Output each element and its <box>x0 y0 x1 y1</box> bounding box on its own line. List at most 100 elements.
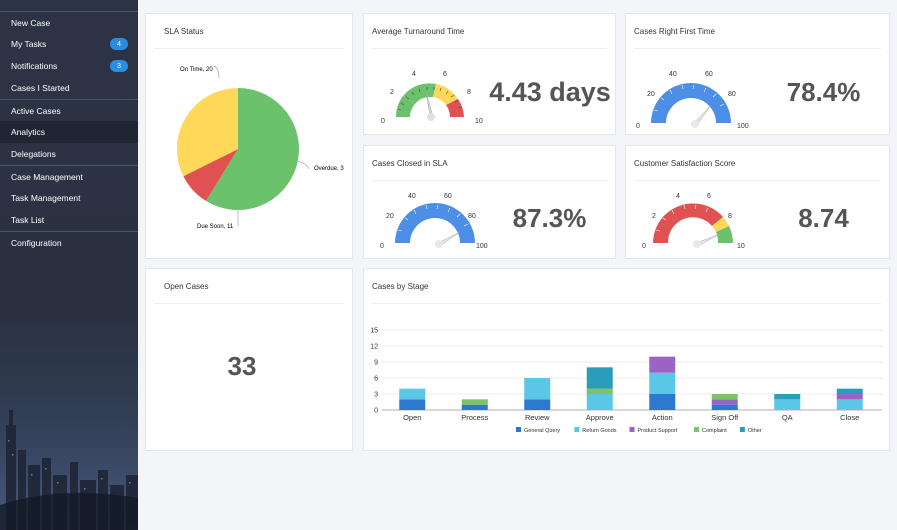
sidebar-item-task-list[interactable]: Task List <box>0 209 138 231</box>
svg-text:6: 6 <box>443 71 447 78</box>
cases-by-stage-card: Cases by Stage 0 3 6 9 12 15 Open Process Review… <box>363 268 890 451</box>
svg-text:60: 60 <box>444 193 452 200</box>
sidebar-item-label: Task Management <box>11 193 81 203</box>
sla-pie-chart: On Time, 20 Overdue, 3 Due Soon, 11 <box>177 65 344 230</box>
right-first-time-value: 78.4% <box>786 77 861 107</box>
svg-text:2: 2 <box>652 213 656 220</box>
x-tick-label: Open <box>403 413 421 422</box>
svg-text:4: 4 <box>676 193 680 200</box>
svg-text:20: 20 <box>386 213 394 220</box>
bar-segment <box>711 394 738 400</box>
sidebar-item-label: New Case <box>11 18 51 28</box>
legend-label: Complaint <box>702 428 727 434</box>
bar-segment <box>836 388 863 394</box>
card-title: Cases Right First Time <box>634 27 715 36</box>
turnaround-gauge: 0 2 4 6 8 10 <box>381 71 483 124</box>
sidebar-item-case-management[interactable]: Case Management <box>0 165 138 187</box>
pie-label-overdue: Overdue, 3 <box>314 166 344 172</box>
sidebar-item-delegations[interactable]: Delegations <box>0 143 138 165</box>
pie-slice-on-time <box>205 88 299 210</box>
bar-segment <box>649 356 676 373</box>
bar-segment <box>774 394 801 400</box>
right-first-time-card: Cases Right First Time 0 20 40 60 80 100… <box>625 13 890 135</box>
sidebar-item-label: Active Cases <box>11 106 61 116</box>
svg-text:80: 80 <box>728 91 736 98</box>
pie-label-on-time: On Time, 20 <box>180 67 213 73</box>
sidebar-item-label: Task List <box>11 215 45 225</box>
bar-segment <box>524 399 551 410</box>
legend-label: Return Goods <box>582 428 616 434</box>
svg-text:40: 40 <box>669 71 677 78</box>
bar-segment <box>649 394 676 410</box>
sidebar-item-analytics[interactable]: Analytics <box>0 121 138 143</box>
x-tick-label: Close <box>840 413 859 422</box>
count-badge: 4 <box>110 38 128 50</box>
sidebar-item-my-tasks[interactable]: My Tasks 4 <box>0 33 138 55</box>
satisfaction-gauge: 0 2 4 6 8 10 <box>642 193 745 250</box>
bar-segment <box>711 404 738 410</box>
y-tick-label: 6 <box>374 376 378 383</box>
divider <box>372 48 607 49</box>
svg-text:8: 8 <box>728 213 732 220</box>
cases-by-stage-chart: 0 3 6 9 12 15 Open Process Review Approve Action Si… <box>370 328 882 434</box>
svg-text:40: 40 <box>408 193 416 200</box>
svg-text:0: 0 <box>380 243 384 250</box>
y-tick-label: 15 <box>370 328 378 335</box>
svg-text:8: 8 <box>467 89 471 96</box>
open-cases-value: 33 <box>227 351 257 381</box>
sidebar-item-label: Cases I Started <box>11 83 70 93</box>
svg-text:100: 100 <box>737 123 749 130</box>
avg-turnaround-card: Average Turnaround Time 0 2 4 6 8 10 4.4… <box>363 13 616 135</box>
svg-text:10: 10 <box>737 243 745 250</box>
x-tick-label: Action <box>652 413 673 422</box>
svg-text:0: 0 <box>642 243 646 250</box>
divider <box>154 48 344 49</box>
card-title: Open Cases <box>164 282 209 291</box>
city-skyline-image <box>0 370 138 530</box>
sidebar-item-notifications[interactable]: Notifications 3 <box>0 55 138 77</box>
sidebar-item-configuration[interactable]: Configuration <box>0 231 138 253</box>
closed-in-sla-value: 87.3% <box>512 203 587 233</box>
sidebar: New Case My Tasks 4 Notifications 3 Cases … <box>0 0 138 530</box>
svg-text:2: 2 <box>390 89 394 96</box>
divider <box>634 48 881 49</box>
y-tick-label: 3 <box>374 392 378 399</box>
right-first-time-gauge: 0 20 40 60 80 100 <box>636 71 749 130</box>
card-title: Cases by Stage <box>372 282 429 291</box>
open-cases-card: Open Cases 33 <box>145 268 353 451</box>
bar-segment <box>461 399 488 405</box>
y-tick-label: 12 <box>370 344 378 351</box>
legend-swatch <box>516 427 521 432</box>
closed-in-sla-gauge: 0 20 40 60 80 100 <box>380 193 488 250</box>
bar-segment <box>399 388 426 400</box>
sidebar-item-label: Configuration <box>11 238 62 248</box>
bar-segment <box>774 399 801 410</box>
bar-segment <box>461 404 488 410</box>
x-tick-label: Sign Off <box>711 413 739 422</box>
bar-segment <box>711 399 738 405</box>
x-tick-label: Review <box>525 413 550 422</box>
sidebar-item-active-cases[interactable]: Active Cases <box>0 99 138 121</box>
legend-label: Product Support <box>638 428 678 434</box>
sidebar-item-cases-i-started[interactable]: Cases I Started <box>0 77 138 99</box>
svg-text:60: 60 <box>705 71 713 78</box>
sla-status-card: SLA Status On Time, 20 Overdue, 3 Due So… <box>145 13 353 259</box>
svg-text:0: 0 <box>636 123 640 130</box>
customer-satisfaction-card: Customer Satisfaction Score 0 2 4 6 8 10… <box>625 145 890 259</box>
sidebar-item-label: Delegations <box>11 149 56 159</box>
x-tick-label: Approve <box>586 413 614 422</box>
count-badge: 3 <box>110 60 128 72</box>
y-tick-label: 9 <box>374 360 378 367</box>
divider <box>372 303 881 304</box>
sidebar-item-task-management[interactable]: Task Management <box>0 187 138 209</box>
sidebar-item-label: Notifications <box>11 61 58 71</box>
legend-label: General Query <box>524 428 560 434</box>
svg-text:80: 80 <box>468 213 476 220</box>
bar-segment <box>649 372 676 394</box>
bar-segment <box>836 399 863 410</box>
card-title: Customer Satisfaction Score <box>634 159 736 168</box>
legend-label: Other <box>748 428 762 434</box>
sidebar-item-new-case[interactable]: New Case <box>0 11 138 33</box>
pie-slices <box>177 88 299 210</box>
pie-slice-overdue <box>183 149 238 201</box>
